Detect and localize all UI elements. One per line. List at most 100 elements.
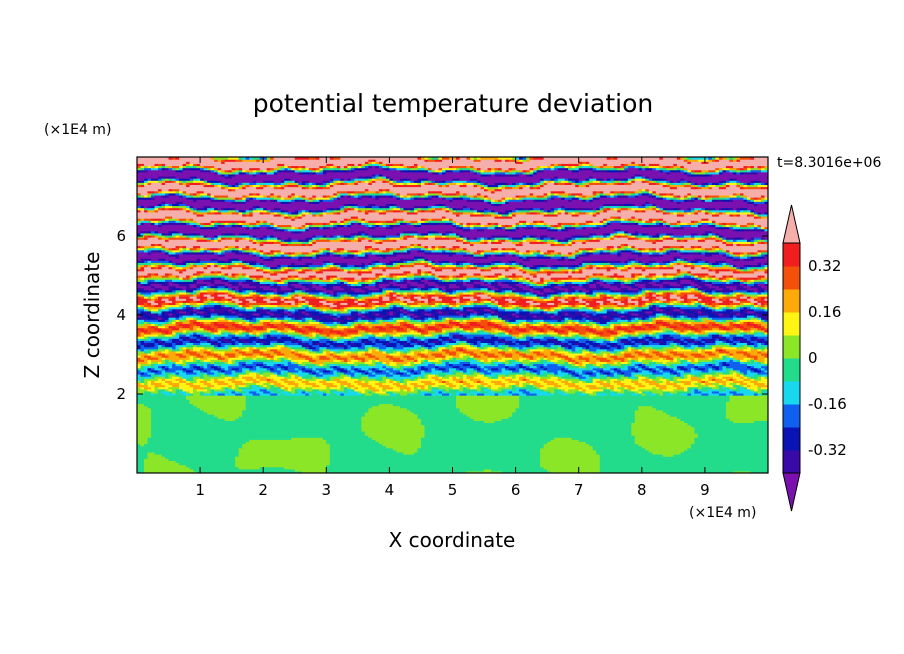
- contour-cell: [301, 327, 310, 331]
- contour-cell: [147, 454, 163, 457]
- contour-cell: [158, 329, 170, 333]
- contour-cell: [417, 346, 422, 350]
- contour-cell: [715, 336, 724, 339]
- contour-cell: [245, 319, 250, 322]
- contour-cell: [326, 468, 485, 472]
- contour-cell: [144, 348, 149, 352]
- contour-cell: [308, 336, 317, 339]
- contour-cell: [610, 392, 625, 396]
- contour-cell: [739, 344, 745, 348]
- contour-cell: [144, 331, 152, 335]
- contour-cell: [249, 319, 257, 322]
- contour-cell: [491, 367, 499, 371]
- contour-cell: [294, 376, 299, 379]
- contour-cell: [168, 388, 173, 392]
- contour-cell: [473, 384, 478, 388]
- contour-cell: [238, 340, 243, 343]
- contour-cell: [410, 338, 415, 341]
- contour-cell: [501, 317, 506, 320]
- contour-cell: [214, 350, 226, 354]
- contour-cell: [238, 338, 247, 341]
- contour-cell: [238, 348, 243, 352]
- contour-cell: [631, 344, 639, 348]
- contour-cell: [179, 363, 184, 367]
- contour-cell: [694, 359, 699, 362]
- contour-cell: [494, 329, 503, 333]
- contour-cell: [501, 323, 510, 327]
- contour-cell: [420, 371, 426, 375]
- contour-cell: [522, 378, 527, 381]
- contour-cell: [718, 352, 727, 356]
- contour-cell: [224, 331, 229, 335]
- contour-cell: [179, 338, 184, 341]
- contour-cell: [154, 340, 159, 343]
- contour-cell: [179, 462, 236, 466]
- contour-cell: [487, 367, 492, 371]
- contour-cell: [343, 336, 352, 339]
- contour-cell: [270, 390, 275, 394]
- contour-cell: [319, 348, 324, 352]
- contour-cell: [420, 300, 426, 303]
- contour-cell: [168, 373, 177, 377]
- contour-cell: [298, 319, 303, 322]
- contour-cell: [242, 445, 331, 449]
- contour-cell: [431, 308, 436, 312]
- contour-cell: [673, 369, 678, 373]
- contour-cell: [634, 365, 639, 369]
- contour-cell: [326, 350, 331, 354]
- contour-cell: [161, 315, 170, 318]
- contour-cell: [361, 420, 422, 424]
- contour-cell: [238, 363, 243, 367]
- contour-cell: [589, 304, 597, 308]
- contour-cell: [557, 338, 566, 341]
- contour-cell: [361, 359, 366, 362]
- contour-cell: [683, 329, 688, 333]
- contour-cell: [396, 317, 408, 320]
- contour-cell: [392, 386, 401, 390]
- contour-cell: [137, 445, 243, 449]
- contour-cell: [508, 321, 513, 325]
- contour-cell: [147, 338, 152, 341]
- contour-cell: [378, 327, 387, 331]
- contour-cell: [368, 308, 380, 312]
- contour-cell: [382, 325, 390, 329]
- contour-cell: [631, 432, 699, 436]
- contour-cell: [627, 323, 632, 327]
- contour-cell: [368, 359, 373, 362]
- contour-cell: [764, 376, 768, 379]
- contour-cell: [196, 371, 201, 375]
- contour-cell: [329, 329, 341, 333]
- contour-cell: [669, 363, 674, 367]
- contour-cell: [634, 411, 667, 415]
- contour-cell: [242, 357, 254, 360]
- contour-cell: [498, 344, 503, 348]
- contour-cell: [683, 361, 692, 365]
- contour-cell: [294, 340, 303, 343]
- contour-cell: [224, 315, 240, 318]
- contour-cell: [249, 321, 254, 325]
- contour-cell: [648, 333, 653, 337]
- contour-cell: [350, 308, 355, 312]
- contour-cell: [739, 384, 745, 388]
- contour-cell: [743, 392, 755, 396]
- contour-cell: [557, 344, 562, 348]
- contour-cell: [343, 350, 352, 354]
- contour-cell: [634, 306, 646, 310]
- contour-cell: [585, 388, 604, 392]
- contour-cell: [613, 350, 618, 354]
- contour-cell: [473, 380, 478, 384]
- contour-cell: [529, 361, 545, 365]
- contour-cell: [571, 344, 580, 348]
- contour-cell: [606, 310, 611, 314]
- contour-cell: [186, 363, 191, 367]
- contour-cell: [596, 304, 601, 308]
- contour-cell: [669, 371, 674, 375]
- contour-cell: [207, 361, 212, 365]
- contour-cell: [172, 342, 177, 346]
- contour-cell: [561, 317, 566, 320]
- contour-cell: [585, 312, 590, 316]
- contour-cell: [543, 319, 559, 322]
- contour-cell: [172, 380, 180, 384]
- contour-cell: [137, 319, 145, 322]
- contour-cell: [606, 302, 615, 306]
